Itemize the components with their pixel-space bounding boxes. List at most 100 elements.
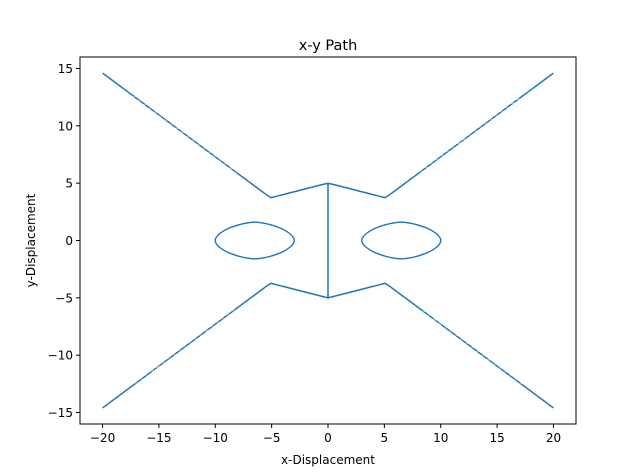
series-gap-streak — [393, 305, 440, 316]
x-tick-label: −20 — [90, 431, 115, 445]
series-gap-streak — [476, 364, 541, 385]
x-tick-label: −5 — [263, 431, 281, 445]
inner-hole-right — [361, 221, 442, 260]
series-gap-streak — [182, 324, 249, 340]
series-gap-streak — [429, 321, 470, 337]
y-axis: −15 −10 −5 0 5 10 15 — [48, 62, 80, 420]
y-axis-label: y-Displacement — [24, 193, 38, 287]
series-gap-streak — [390, 306, 445, 320]
y-tick-label: 15 — [58, 62, 73, 76]
series-gap-streak — [443, 358, 529, 377]
series-gap-streak — [176, 327, 219, 344]
series-gap-streak — [407, 151, 460, 163]
series-gap-streak — [132, 107, 183, 131]
y-tick-label: 10 — [58, 119, 73, 133]
series-gap-streak — [431, 143, 472, 159]
series-gap-streak — [170, 334, 223, 348]
series-gap-streak — [474, 98, 538, 118]
x-tick-label: 10 — [433, 431, 448, 445]
series-gap-streak — [143, 115, 213, 130]
y-tick-label: 0 — [65, 234, 73, 248]
series-gap-streak — [462, 344, 512, 365]
series-gap-streak — [427, 139, 478, 152]
series-envelope — [102, 72, 554, 409]
x-tick-label: −15 — [146, 431, 171, 445]
series-gap-streak — [137, 111, 220, 130]
series-gap-streak — [162, 128, 226, 141]
series-gap-streak — [194, 317, 233, 331]
series-gap-streak — [153, 339, 200, 359]
series-gap-streak — [441, 126, 496, 142]
series-gap-streak — [206, 312, 256, 323]
series-gap-streak — [218, 304, 251, 315]
series-gap-streak — [208, 159, 258, 171]
series-gap-streak — [164, 338, 228, 352]
series-gap-streak — [214, 163, 255, 173]
inner-hole-left — [214, 221, 295, 260]
series-gap-streak — [457, 351, 517, 369]
series-gap-streak — [464, 114, 514, 136]
series-gap-streak — [135, 353, 218, 371]
series-gap-streak — [421, 331, 481, 345]
series-gap-streak — [140, 350, 222, 368]
series-gap-streak — [438, 346, 505, 360]
series-gap-streak — [459, 111, 520, 129]
series-gap-streak — [443, 341, 499, 356]
series-gap-streak — [168, 132, 221, 146]
series-gap-streak — [426, 328, 476, 341]
series-gap-streak — [427, 343, 506, 361]
series-gap-streak — [395, 303, 434, 312]
chart-title: x-y Path — [299, 38, 358, 54]
y-tick-label: −10 — [48, 349, 73, 363]
series-layer — [102, 72, 554, 409]
series-gap-streak — [166, 131, 229, 144]
x-tick-label: 15 — [489, 431, 504, 445]
series-gap-streak — [158, 338, 234, 356]
series-gap-streak — [179, 140, 247, 156]
series-gap-streak — [200, 313, 260, 327]
x-tick-label: 0 — [324, 431, 332, 445]
x-tick-label: 20 — [546, 431, 561, 445]
series-gap-streak — [453, 107, 526, 121]
series-gap-streak — [436, 122, 502, 136]
series-gap-streak — [419, 138, 479, 151]
series-gap-streak — [226, 171, 276, 184]
series-gap-streak — [388, 162, 443, 176]
series-gap-streak — [212, 309, 253, 319]
series-gap-streak — [149, 119, 207, 136]
series-gap-streak — [122, 364, 197, 380]
series-gap-streak — [408, 314, 452, 325]
series-gap-streak — [114, 96, 204, 115]
x-axis: −20 −15 −10 −5 0 5 10 15 20 — [90, 424, 561, 445]
series-gap-streak — [451, 358, 523, 373]
series-gap-streak — [173, 136, 217, 153]
series-gap-streak — [445, 130, 491, 149]
series-gap-streak — [411, 308, 447, 321]
series-gap-streak — [117, 364, 205, 384]
series-gap-streak — [155, 123, 202, 143]
series-gap-streak — [424, 142, 473, 155]
x-tick-label: 5 — [381, 431, 389, 445]
y-tick-label: −5 — [55, 291, 73, 305]
series-gap-streak — [480, 102, 533, 127]
series-gap-streak — [221, 168, 273, 181]
series-gap-streak — [416, 332, 487, 348]
x-tick-label: −10 — [203, 431, 228, 445]
x-axis-label: x-Displacement — [281, 453, 375, 467]
series-gap-streak — [193, 320, 240, 332]
series-gap-streak — [128, 357, 191, 376]
y-tick-label: 5 — [65, 177, 73, 191]
series-gap-streak — [203, 155, 262, 170]
series-gap-streak — [415, 311, 451, 324]
series-gap-streak — [141, 353, 211, 367]
y-tick-label: −15 — [48, 406, 73, 420]
series-gap-streak — [161, 127, 235, 144]
series-gap-streak — [482, 356, 535, 381]
series-gap-streak — [394, 170, 431, 179]
series-gap-streak — [120, 100, 195, 115]
series-gap-streak — [134, 349, 185, 372]
series-gap-streak — [187, 323, 244, 336]
series-gap-streak — [447, 334, 493, 352]
series-gap-streak — [405, 317, 458, 329]
